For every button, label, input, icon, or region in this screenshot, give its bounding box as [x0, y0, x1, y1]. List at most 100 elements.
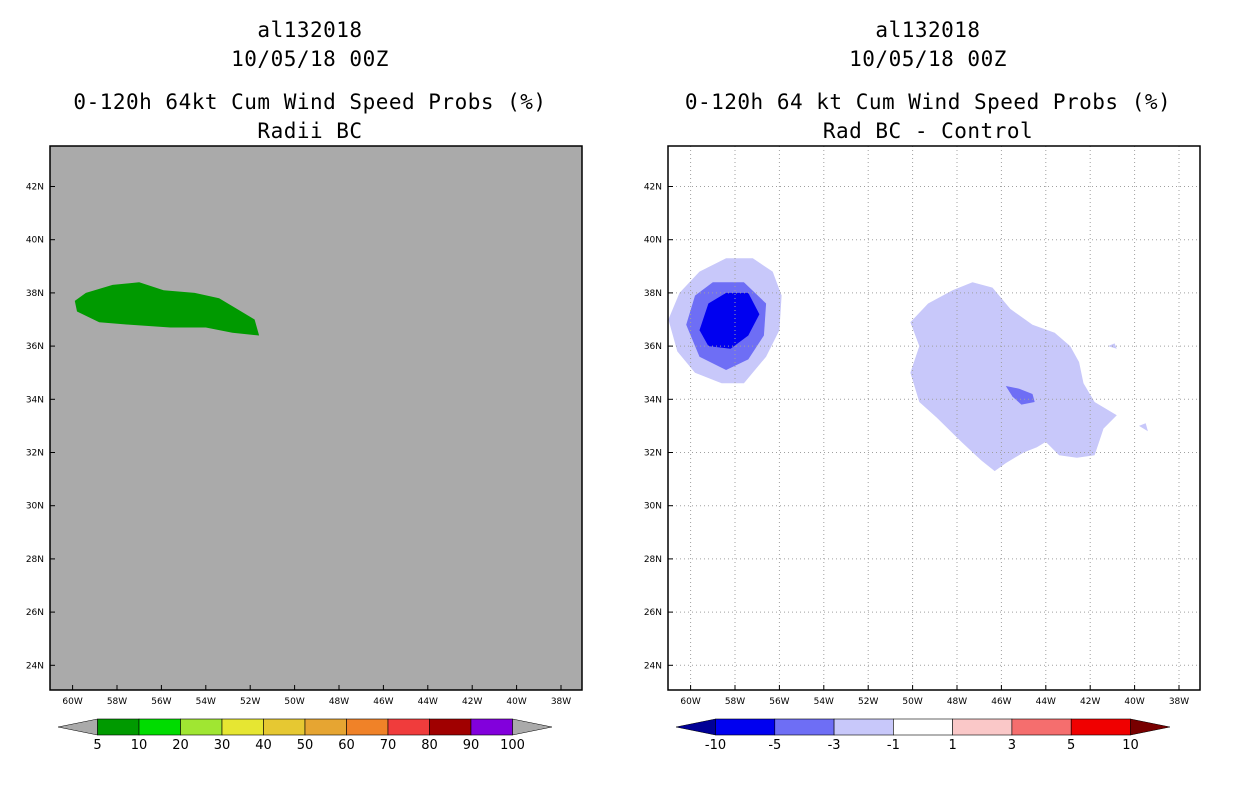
- x-tick-label: 50W: [902, 697, 922, 707]
- map-background: [668, 146, 1200, 690]
- x-tick-label: 56W: [151, 697, 171, 707]
- colorbar-label: 30: [214, 738, 231, 753]
- prob-5-10-green: [74, 282, 260, 336]
- diff-speck-2: [1139, 423, 1148, 432]
- colorbar-label: 90: [463, 738, 480, 753]
- colorbar-label: 60: [338, 738, 355, 753]
- colorbar-label: 10: [1122, 738, 1139, 753]
- colorbar-label: -1: [887, 738, 900, 753]
- colorbar-label: 70: [380, 738, 397, 753]
- colorbar-swatch: [774, 718, 835, 736]
- colorbar-swatch: [346, 718, 389, 736]
- colorbar-swatch: [952, 718, 1013, 736]
- map-frame: [667, 145, 1201, 691]
- y-tick-label: 24N: [26, 661, 44, 671]
- x-tick-label: 46W: [373, 697, 393, 707]
- diff-small-dark-patch: [1005, 386, 1035, 405]
- colorbar-swatch: [387, 718, 430, 736]
- y-tick-label: 36N: [644, 342, 662, 352]
- map-frame: [49, 145, 583, 691]
- colorbar-label: 5: [93, 738, 101, 753]
- colorbar-swatch: [304, 718, 347, 736]
- y-tick-label: 26N: [644, 608, 662, 618]
- colorbar-swatch: [833, 718, 894, 736]
- x-tick-label: 48W: [947, 697, 967, 707]
- y-tick-label: 34N: [26, 395, 44, 405]
- y-tick-label: 30N: [26, 502, 44, 512]
- x-tick-label: 42W: [462, 697, 482, 707]
- left-product: 0-120h 64kt Cum Wind Speed Probs (%): [73, 90, 547, 114]
- x-tick-label: 52W: [240, 697, 260, 707]
- grid-lines: [668, 146, 1200, 690]
- x-tick-label: 50W: [284, 697, 304, 707]
- y-tick-label: 40N: [26, 236, 44, 246]
- x-tick-label: 40W: [506, 697, 526, 707]
- colorbar-label: -10: [705, 738, 726, 753]
- x-tick-label: 52W: [858, 697, 878, 707]
- x-tick-label: 38W: [1169, 697, 1189, 707]
- colorbar-label: 1: [948, 738, 956, 753]
- map-features: [74, 282, 260, 336]
- right-storm-id: al132018: [875, 18, 981, 42]
- map-panel-rad-bc-minus-control: 60W 58W 56W 54W 52W 50W 48W 46W 44W 42W 40W 38W 24N 2…: [644, 145, 1201, 753]
- colorbar-label: 5: [1067, 738, 1075, 753]
- diff-minus5-minus10-dark-blue: [699, 292, 760, 349]
- left-subtitle: Radii BC: [257, 119, 363, 143]
- colorbar-swatch: [180, 718, 223, 736]
- y-tick-label: 36N: [26, 342, 44, 352]
- y-tick-label: 28N: [644, 555, 662, 565]
- colorbar-swatch: [1011, 718, 1072, 736]
- colorbar-label: 100: [500, 738, 525, 753]
- x-tick-label: 44W: [1036, 697, 1056, 707]
- left-date: 10/05/18 00Z: [231, 47, 389, 71]
- y-tick-label: 38N: [644, 289, 662, 299]
- colorbar-label: 3: [1008, 738, 1016, 753]
- right-subtitle: Rad BC - Control: [822, 119, 1034, 143]
- colorbar-label: 10: [131, 738, 148, 753]
- colorbar-label: 20: [172, 738, 189, 753]
- y-tick-label: 30N: [644, 502, 662, 512]
- colorbar-swatch: [221, 718, 264, 736]
- x-tick-label: 58W: [725, 697, 745, 707]
- y-tick-label: 28N: [26, 555, 44, 565]
- left-storm-id: al132018: [257, 18, 363, 42]
- colorbar-swatch: [470, 718, 513, 736]
- x-tick-label: 38W: [551, 697, 571, 707]
- y-tick-label: 42N: [644, 183, 662, 193]
- x-tick-label: 42W: [1080, 697, 1100, 707]
- colorbar-label: -5: [768, 738, 781, 753]
- right-product: 0-120h 64 kt Cum Wind Speed Probs (%): [684, 90, 1172, 114]
- y-tick-label: 26N: [26, 608, 44, 618]
- map-background: [50, 146, 582, 690]
- colorbar-high-arrow: [512, 718, 553, 736]
- map-panel-radii-bc: 60W 58W 56W 54W 52W 50W 48W 46W 44W 42W 40W 38W 24N 2…: [26, 145, 583, 753]
- y-tick-label: 32N: [644, 449, 662, 459]
- colorbar-swatch: [715, 718, 776, 736]
- y-tick-label: 42N: [26, 183, 44, 193]
- map-features: [668, 258, 1148, 472]
- colorbar-swatch: [138, 718, 181, 736]
- colorbar-label: 40: [255, 738, 272, 753]
- colorbar-low-arrow: [675, 718, 716, 736]
- y-tick-label: 40N: [644, 236, 662, 246]
- right-title: al132018 10/05/18 00Z 0-120h 64 kt Cum W…: [658, 16, 1198, 146]
- x-tick-label: 56W: [769, 697, 789, 707]
- x-tick-label: 54W: [814, 697, 834, 707]
- y-tick-label: 32N: [26, 449, 44, 459]
- x-tick-label: 44W: [418, 697, 438, 707]
- colorbar-label: 50: [297, 738, 314, 753]
- x-tick-label: 46W: [991, 697, 1011, 707]
- x-tick-label: 60W: [680, 697, 700, 707]
- x-tick-label: 40W: [1124, 697, 1144, 707]
- y-tick-label: 34N: [644, 395, 662, 405]
- colorbar-swatch: [97, 718, 140, 736]
- colorbar-high-arrow: [1130, 718, 1171, 736]
- x-tick-label: 54W: [196, 697, 216, 707]
- y-tick-label: 24N: [644, 661, 662, 671]
- x-tick-label: 60W: [62, 697, 82, 707]
- colorbar-label: 80: [421, 738, 438, 753]
- y-tick-label: 38N: [26, 289, 44, 299]
- colorbar-label: -3: [828, 738, 841, 753]
- colorbar-low-arrow: [57, 718, 98, 736]
- right-date: 10/05/18 00Z: [849, 47, 1007, 71]
